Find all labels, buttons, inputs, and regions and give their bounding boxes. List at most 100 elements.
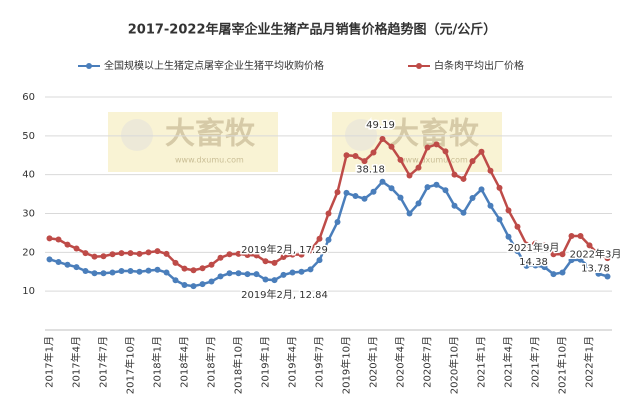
y-tick-label: 60 <box>22 92 35 103</box>
x-tick-label: 2020年4月 <box>394 336 407 388</box>
point <box>352 193 359 200</box>
point <box>127 250 134 257</box>
y-tick-label: 20 <box>22 247 35 258</box>
watermark-url: www.dxumu.com <box>175 156 244 165</box>
point <box>46 256 53 263</box>
point <box>208 261 215 268</box>
point <box>397 194 404 201</box>
x-tick-label: 2018年1月 <box>151 336 164 388</box>
point <box>361 158 368 165</box>
point <box>595 270 602 277</box>
point <box>289 269 296 276</box>
point <box>604 255 611 262</box>
x-tick-label: 2017年7月 <box>97 336 110 388</box>
point <box>460 209 467 216</box>
point <box>253 271 260 278</box>
point <box>262 276 269 283</box>
legend-label: 全国规模以上生猪定点屠宰企业生猪平均收购价格 <box>104 59 324 72</box>
point <box>388 143 395 150</box>
annotation: 14.38 <box>519 257 548 268</box>
point <box>505 233 512 240</box>
watermark-logo <box>121 119 153 151</box>
point <box>244 252 251 259</box>
point <box>325 210 332 217</box>
y-tick-label: 50 <box>22 131 35 142</box>
point <box>118 267 125 274</box>
point <box>226 270 233 277</box>
y-tick-label: 10 <box>22 286 35 297</box>
point <box>478 186 485 193</box>
point <box>217 273 224 280</box>
point <box>469 158 476 165</box>
point <box>559 269 566 276</box>
point <box>433 181 440 188</box>
watermark: 大畜牧 www.dxumu.com 大畜牧 www.dxumu.com <box>108 112 502 172</box>
x-tick-label: 2020年10月 <box>448 336 461 394</box>
point <box>469 194 476 201</box>
point <box>55 236 62 243</box>
annotation: 38.18 <box>356 165 385 176</box>
point <box>586 242 593 249</box>
point <box>379 135 386 142</box>
point <box>433 141 440 148</box>
point <box>406 210 413 217</box>
point <box>532 240 539 247</box>
x-tick-label: 2019年4月 <box>286 336 299 388</box>
x-tick-label: 2022年1月 <box>583 336 596 388</box>
point <box>550 251 557 258</box>
y-tick-label: 40 <box>22 170 35 181</box>
x-tick-label: 2021年1月 <box>475 336 488 388</box>
point <box>568 257 575 264</box>
legend-marker <box>86 63 92 69</box>
point <box>424 184 431 191</box>
point <box>334 189 341 196</box>
point <box>451 202 458 209</box>
point <box>361 195 368 202</box>
point <box>460 175 467 182</box>
point <box>64 241 71 248</box>
point <box>316 257 323 264</box>
point <box>145 249 152 256</box>
x-tick-label: 2021年7月 <box>529 336 542 388</box>
x-tick-label: 2021年10月 <box>556 336 569 394</box>
point <box>235 270 242 277</box>
point <box>451 171 458 178</box>
point <box>271 277 278 284</box>
legend-label: 白条肉平均出厂价格 <box>434 59 524 72</box>
point <box>73 245 80 252</box>
point <box>217 254 224 261</box>
point <box>343 189 350 196</box>
point <box>280 271 287 278</box>
legend-marker <box>416 63 422 69</box>
point <box>397 156 404 163</box>
point <box>136 268 143 275</box>
point <box>604 273 611 280</box>
point <box>523 241 530 248</box>
point <box>586 264 593 271</box>
point <box>424 144 431 151</box>
point <box>163 250 170 257</box>
point <box>415 200 422 207</box>
point <box>505 207 512 214</box>
x-tick-label: 2021年4月 <box>502 336 515 388</box>
point <box>595 251 602 258</box>
point <box>109 269 116 276</box>
point <box>244 271 251 278</box>
point <box>577 256 584 263</box>
point <box>379 178 386 185</box>
x-tick-label: 2019年10月 <box>340 336 353 394</box>
point <box>487 202 494 209</box>
point <box>82 250 89 257</box>
point <box>523 262 530 269</box>
x-tick-label: 2018年10月 <box>232 336 245 394</box>
x-tick-label: 2019年1月 <box>259 336 272 388</box>
point <box>370 188 377 195</box>
point <box>559 251 566 258</box>
point <box>46 235 53 242</box>
x-tick-label: 2017年4月 <box>70 336 83 388</box>
point <box>496 216 503 223</box>
point <box>262 258 269 265</box>
point <box>289 251 296 258</box>
x-tick-label: 2020年7月 <box>421 336 434 388</box>
